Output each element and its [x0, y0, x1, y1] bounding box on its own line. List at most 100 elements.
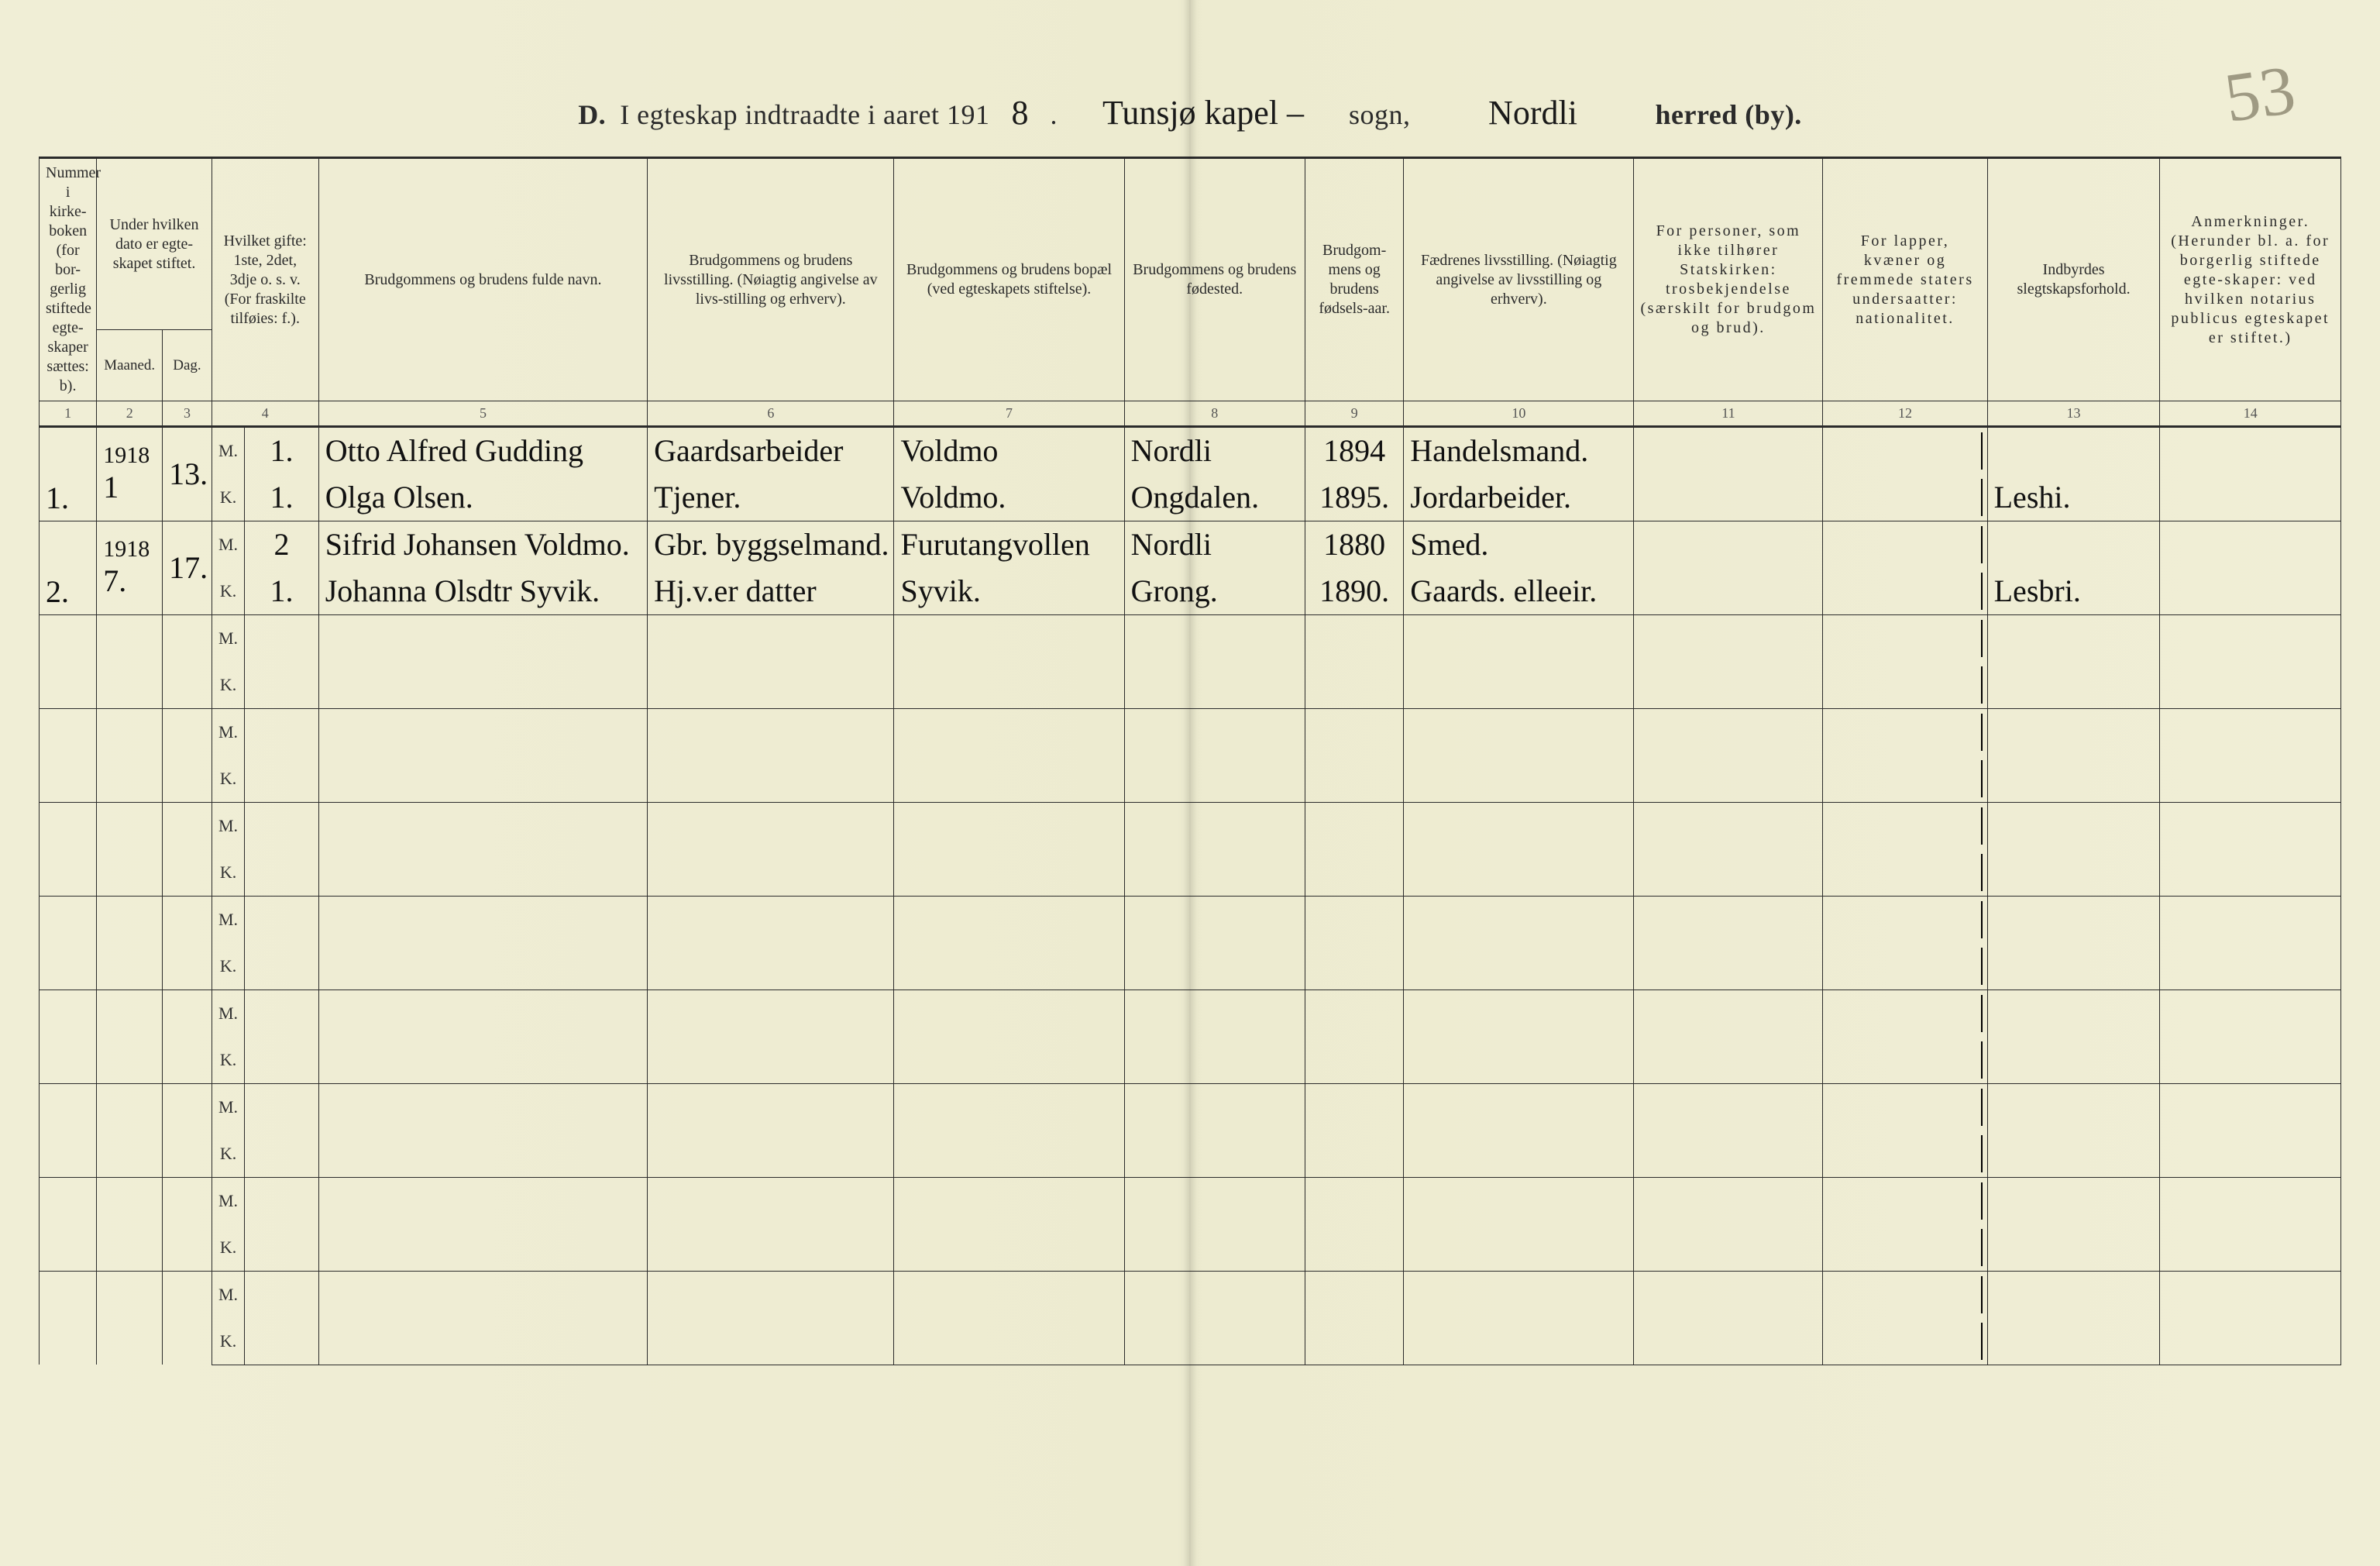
- cell-c12: [1823, 426, 1987, 474]
- cell-empty: [1305, 802, 1403, 849]
- cell-empty: [1404, 1224, 1634, 1272]
- cell-navn: Olga Olsen.: [318, 474, 647, 521]
- cell-num: 2.: [40, 521, 97, 614]
- cell-c13: [1987, 896, 2160, 943]
- cell-c14: [2160, 614, 2341, 662]
- colnum: 5: [318, 401, 647, 427]
- cell-dag: 17.: [163, 521, 212, 614]
- cell-empty: [318, 1177, 647, 1224]
- th-c1: Nummer i kirke-boken (for bor-gerlig sti…: [40, 158, 97, 401]
- cell-empty: [245, 708, 319, 755]
- cell-maaned: [97, 1271, 163, 1365]
- table-row: K.1.Olga Olsen.Tjener.Voldmo.Ongdalen.18…: [40, 474, 2341, 521]
- cell-c14: [2160, 943, 2341, 990]
- cell-dag: [163, 896, 212, 990]
- cell-empty: [1124, 1318, 1305, 1365]
- cell-empty: [1404, 1083, 1634, 1131]
- cell-empty: [648, 1177, 894, 1224]
- th-c5: Brudgommens og brudens fulde navn.: [318, 158, 647, 401]
- cell-empty: [1124, 1177, 1305, 1224]
- th-c13: Indbyrdes slegtskapsforhold.: [1987, 158, 2160, 401]
- cell-empty: [318, 1271, 647, 1318]
- cell-mk: M.: [212, 708, 244, 755]
- cell-c12: [1823, 1177, 1987, 1224]
- th-c9: Brudgom-mens og brudens fødsels-aar.: [1305, 158, 1403, 401]
- cell-num: [40, 1083, 97, 1177]
- cell-c13: [1987, 1224, 2160, 1272]
- cell-c14: [2160, 1318, 2341, 1365]
- cell-gifte: 1.: [245, 568, 319, 615]
- cell-empty: [245, 1083, 319, 1131]
- title-year-hand: 8: [1003, 93, 1036, 133]
- cell-empty: [1634, 1318, 1823, 1365]
- cell-empty: [245, 1177, 319, 1224]
- cell-empty: [1404, 849, 1634, 897]
- title-herred-label: herred (by).: [1656, 98, 1802, 131]
- th-c10: Fædrenes livsstilling. (Nøiagtig angivel…: [1404, 158, 1634, 401]
- table-row: K.1.Johanna Olsdtr Syvik.Hj.v.er datterS…: [40, 568, 2341, 615]
- table-row: M.: [40, 1271, 2341, 1318]
- cell-maaned: 19187.: [97, 521, 163, 614]
- cell-maaned: 19181: [97, 426, 163, 521]
- cell-c11: [1634, 474, 1823, 521]
- cell-mk: K.: [212, 849, 244, 897]
- cell-c14: [2160, 521, 2341, 568]
- cell-empty: [318, 755, 647, 803]
- cell-empty: [894, 802, 1124, 849]
- cell-dag: [163, 1271, 212, 1365]
- cell-mk: M.: [212, 1083, 244, 1131]
- cell-empty: [894, 1037, 1124, 1084]
- cell-num: [40, 802, 97, 896]
- cell-dag: [163, 708, 212, 802]
- colnum: 10: [1404, 401, 1634, 427]
- cell-aar: 1895.: [1305, 474, 1403, 521]
- cell-empty: [318, 1224, 647, 1272]
- cell-empty: [1634, 1177, 1823, 1224]
- cell-c14: [2160, 568, 2341, 615]
- cell-empty: [1305, 896, 1403, 943]
- cell-empty: [648, 1318, 894, 1365]
- cell-empty: [1124, 1271, 1305, 1318]
- cell-mk: M.: [212, 1271, 244, 1318]
- cell-aar: 1890.: [1305, 568, 1403, 615]
- cell-c13: [1987, 755, 2160, 803]
- cell-c14: [2160, 1083, 2341, 1131]
- column-numbers-row: 1 2 3 4 5 6 7 8 9 10 11 12 13 14: [40, 401, 2341, 427]
- cell-empty: [1124, 802, 1305, 849]
- title-row: D. I egteskap indtraadte i aaret 1918. T…: [39, 93, 2341, 133]
- cell-empty: [1404, 708, 1634, 755]
- cell-c12: [1823, 755, 1987, 803]
- cell-empty: [318, 614, 647, 662]
- cell-empty: [1404, 662, 1634, 709]
- cell-empty: [1404, 1318, 1634, 1365]
- cell-c14: [2160, 849, 2341, 897]
- cell-empty: [245, 802, 319, 849]
- cell-empty: [648, 1083, 894, 1131]
- cell-empty: [894, 662, 1124, 709]
- cell-empty: [894, 1224, 1124, 1272]
- cell-empty: [648, 755, 894, 803]
- cell-empty: [245, 1318, 319, 1365]
- cell-empty: [1634, 1271, 1823, 1318]
- table-row: M.: [40, 802, 2341, 849]
- colnum: 9: [1305, 401, 1403, 427]
- cell-empty: [1404, 755, 1634, 803]
- cell-empty: [648, 990, 894, 1037]
- cell-empty: [1305, 1318, 1403, 1365]
- cell-empty: [318, 1131, 647, 1178]
- cell-empty: [1404, 1271, 1634, 1318]
- cell-fodested: Nordli: [1124, 426, 1305, 474]
- title-sogn-label: sogn,: [1349, 98, 1411, 131]
- cell-empty: [1124, 1131, 1305, 1178]
- cell-c13: [1987, 1037, 2160, 1084]
- cell-mk: M.: [212, 614, 244, 662]
- cell-mk: K.: [212, 1224, 244, 1272]
- cell-maaned: [97, 1083, 163, 1177]
- cell-mk: K.: [212, 1318, 244, 1365]
- colnum: 13: [1987, 401, 2160, 427]
- table-body: 1.1918113.M.1.Otto Alfred GuddingGaardsa…: [40, 426, 2341, 1365]
- cell-aar: 1880: [1305, 521, 1403, 568]
- cell-c14: [2160, 1224, 2341, 1272]
- cell-empty: [245, 1224, 319, 1272]
- colnum: 12: [1823, 401, 1987, 427]
